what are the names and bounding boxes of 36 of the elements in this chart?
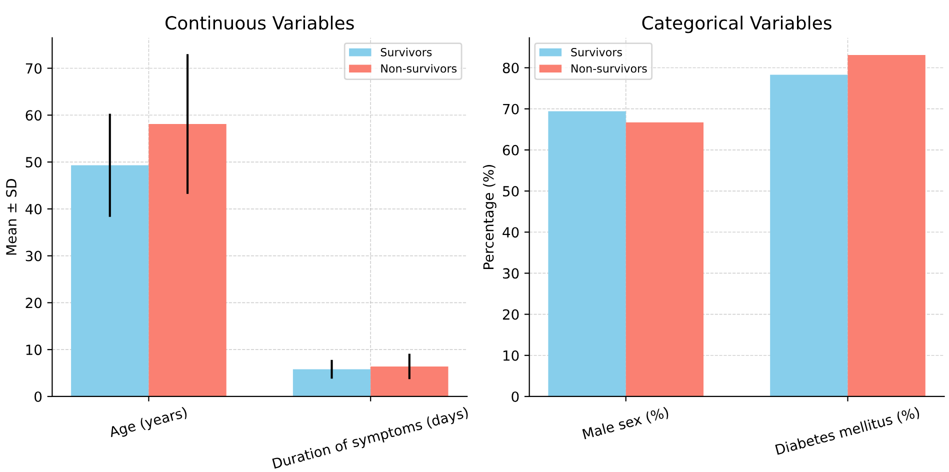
legend-label: Survivors (571, 48, 622, 56)
bar (71, 165, 149, 396)
y-tick-label: 0 (512, 391, 519, 402)
y-tick-label: 0 (34, 391, 42, 402)
y-tick-label: 60 (502, 144, 519, 156)
x-tick-label: Age (years) (108, 406, 188, 440)
bar (292, 369, 371, 396)
y-tick-label: 40 (502, 227, 519, 238)
y-tick-label: 30 (503, 268, 519, 279)
bar (770, 74, 848, 396)
x-tick-label: Diabetes mellitus (%) (775, 406, 920, 457)
bar (626, 122, 704, 396)
bar (370, 366, 448, 396)
bar (548, 111, 626, 396)
chart-title: Categorical Variables (642, 16, 832, 34)
y-axis-title: Percentage (%) (482, 165, 496, 270)
y-tick-label: 10 (503, 350, 519, 361)
legend-label: Non-survivors (572, 64, 647, 73)
legend-label: Non-survivors (381, 64, 457, 73)
chart-title: Continuous Variables (166, 16, 354, 30)
bar (848, 55, 926, 396)
y-tick-label: 20 (502, 309, 519, 320)
y-tick-label: 20 (26, 298, 42, 308)
y-tick-label: 60 (26, 110, 42, 121)
y-tick-label: 70 (503, 104, 519, 114)
y-axis-title: Mean ± SD (6, 179, 17, 255)
x-tick-label: Male sex (%) (582, 406, 670, 441)
bar (148, 124, 226, 396)
y-tick-label: 40 (25, 204, 42, 214)
y-tick-label: 50 (26, 156, 42, 168)
y-tick-label: 30 (26, 250, 42, 262)
y-tick-label: 50 (503, 186, 519, 196)
y-tick-label: 70 (26, 63, 42, 74)
y-tick-label: 80 (502, 62, 519, 74)
legend-label: Survivors (380, 48, 432, 56)
y-tick-label: 10 (26, 344, 42, 356)
